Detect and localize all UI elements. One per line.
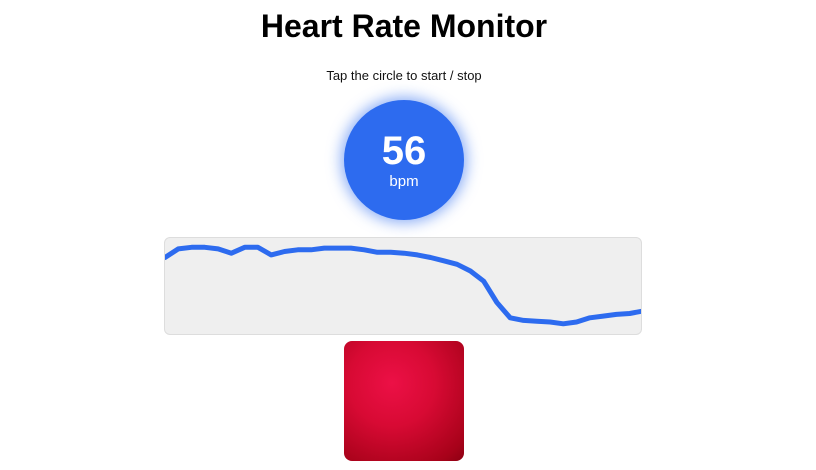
heart-rate-line-0 — [165, 244, 641, 327]
heart-rate-toggle-button[interactable]: 56 bpm — [344, 100, 464, 220]
camera-preview — [344, 341, 464, 461]
heart-rate-graph — [164, 237, 642, 335]
instruction-text: Tap the circle to start / stop — [326, 68, 482, 83]
heart-rate-graph-svg — [165, 244, 641, 327]
bpm-unit-label: bpm — [389, 173, 419, 190]
page-title: Heart Rate Monitor — [260, 8, 548, 44]
bpm-value: 56 — [381, 129, 427, 173]
